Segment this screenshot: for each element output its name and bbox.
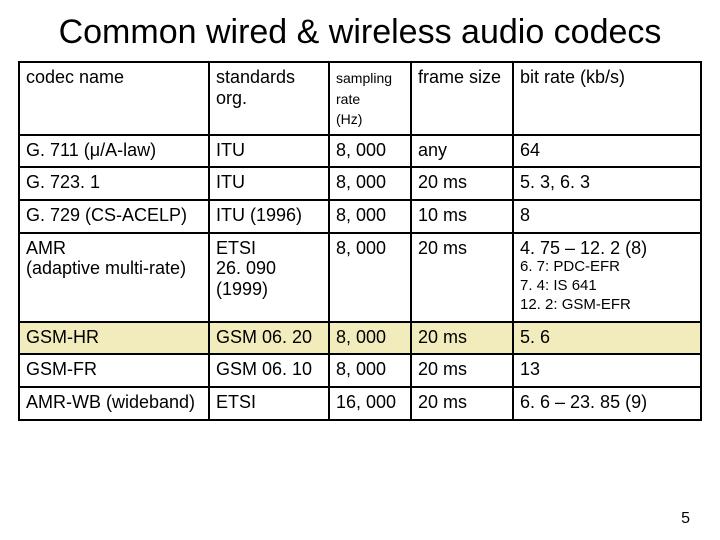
cell-frame: 20 ms xyxy=(411,354,513,387)
table-row: G. 729 (CS-ACELP) ITU (1996) 8, 000 10 m… xyxy=(19,200,701,233)
slide-page: Common wired & wireless audio codecs cod… xyxy=(0,0,720,540)
cell-text: ETSI xyxy=(216,238,322,259)
col-label: codec name xyxy=(26,67,124,87)
cell-codec-name: AMR-WB (wideband) xyxy=(19,387,209,420)
cell-frame: 10 ms xyxy=(411,200,513,233)
col-frame-size: frame size xyxy=(411,62,513,134)
cell-rate: 8, 000 xyxy=(329,233,411,322)
cell-subtext: 6. 7: PDC-EFR xyxy=(520,258,694,277)
cell-bitrate: 5. 3, 6. 3 xyxy=(513,167,701,200)
cell-text-sub: (adaptive multi-rate) xyxy=(26,258,202,279)
table-row: GSM-FR GSM 06. 10 8, 000 20 ms 13 xyxy=(19,354,701,387)
col-sampling-rate: sampling rate (Hz) xyxy=(329,62,411,134)
cell-org: GSM 06. 20 xyxy=(209,322,329,355)
cell-text: AMR xyxy=(26,238,202,259)
col-label: frame size xyxy=(418,67,501,87)
col-label-small: sampling rate xyxy=(336,70,392,107)
table-row: G. 711 (μ/A-law) ITU 8, 000 any 64 xyxy=(19,135,701,168)
col-label: bit rate (kb/s) xyxy=(520,67,625,87)
cell-org: ITU (1996) xyxy=(209,200,329,233)
cell-codec-name: GSM-HR xyxy=(19,322,209,355)
cell-org: ETSI xyxy=(209,387,329,420)
cell-bitrate: 8 xyxy=(513,200,701,233)
page-title: Common wired & wireless audio codecs xyxy=(18,14,702,51)
col-label-sub: (Hz) xyxy=(336,111,404,128)
cell-bitrate: 6. 6 – 23. 85 (9) xyxy=(513,387,701,420)
cell-subtext: 7. 4: IS 641 xyxy=(520,277,694,296)
cell-frame: 20 ms xyxy=(411,233,513,322)
cell-frame: 20 ms xyxy=(411,387,513,420)
cell-codec-name: G. 729 (CS-ACELP) xyxy=(19,200,209,233)
cell-text: (1999) xyxy=(216,279,322,300)
cell-frame: any xyxy=(411,135,513,168)
cell-bitrate: 4. 75 – 12. 2 (8) 6. 7: PDC-EFR 7. 4: IS… xyxy=(513,233,701,322)
cell-bitrate: 13 xyxy=(513,354,701,387)
codecs-table: codec name standards org. sampling rate … xyxy=(18,61,702,420)
cell-rate: 8, 000 xyxy=(329,354,411,387)
cell-org: ITU xyxy=(209,135,329,168)
table-row: G. 723. 1 ITU 8, 000 20 ms 5. 3, 6. 3 xyxy=(19,167,701,200)
cell-bitrate: 5. 6 xyxy=(513,322,701,355)
cell-org: ITU xyxy=(209,167,329,200)
bitrate-sublist: 6. 7: PDC-EFR 7. 4: IS 641 12. 2: GSM-EF… xyxy=(520,258,694,314)
col-bit-rate: bit rate (kb/s) xyxy=(513,62,701,134)
cell-codec-name: G. 711 (μ/A-law) xyxy=(19,135,209,168)
cell-rate: 8, 000 xyxy=(329,200,411,233)
cell-text: 26. 090 xyxy=(216,258,322,279)
cell-subtext: 12. 2: GSM-EFR xyxy=(520,296,694,315)
cell-rate: 16, 000 xyxy=(329,387,411,420)
cell-bitrate: 64 xyxy=(513,135,701,168)
cell-rate: 8, 000 xyxy=(329,322,411,355)
cell-codec-name: AMR (adaptive multi-rate) xyxy=(19,233,209,322)
col-standards-org: standards org. xyxy=(209,62,329,134)
col-codec-name: codec name xyxy=(19,62,209,134)
table-row: AMR-WB (wideband) ETSI 16, 000 20 ms 6. … xyxy=(19,387,701,420)
cell-rate: 8, 000 xyxy=(329,167,411,200)
cell-codec-name: GSM-FR xyxy=(19,354,209,387)
cell-frame: 20 ms xyxy=(411,322,513,355)
table-header-row: codec name standards org. sampling rate … xyxy=(19,62,701,134)
table-row: AMR (adaptive multi-rate) ETSI 26. 090 (… xyxy=(19,233,701,322)
cell-text: 4. 75 – 12. 2 (8) xyxy=(520,238,694,259)
page-number: 5 xyxy=(681,510,690,528)
table-row: GSM-HR GSM 06. 20 8, 000 20 ms 5. 6 xyxy=(19,322,701,355)
col-label: standards org. xyxy=(216,67,295,108)
cell-codec-name: G. 723. 1 xyxy=(19,167,209,200)
cell-rate: 8, 000 xyxy=(329,135,411,168)
cell-frame: 20 ms xyxy=(411,167,513,200)
cell-org: ETSI 26. 090 (1999) xyxy=(209,233,329,322)
cell-org: GSM 06. 10 xyxy=(209,354,329,387)
